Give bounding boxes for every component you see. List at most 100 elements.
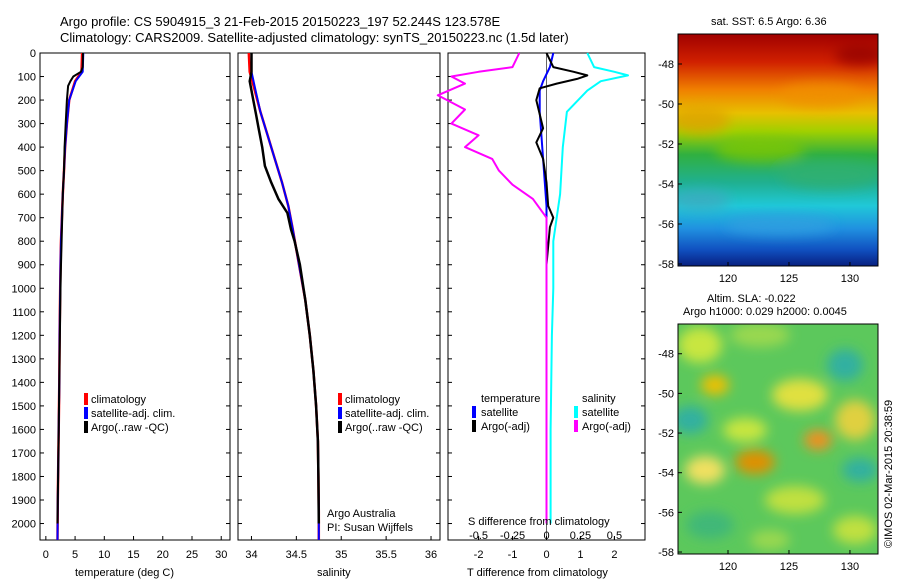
x-tick-label: 30 bbox=[215, 549, 227, 561]
note-pi: PI: Susan Wijffels bbox=[327, 522, 413, 534]
temperature-lines bbox=[56, 52, 85, 541]
s-difference-label: S difference from climatology bbox=[468, 516, 610, 528]
legend-swatch-climatology bbox=[84, 393, 88, 405]
lat-tick-label: -50 bbox=[658, 388, 674, 400]
x-tick-label: 0 bbox=[543, 549, 549, 561]
salinity-xlabel: salinity bbox=[317, 567, 351, 579]
x-tick-label: 10 bbox=[98, 549, 110, 561]
lon-tick-label: 120 bbox=[719, 561, 737, 573]
series-line-argo-raw-qc- bbox=[56, 52, 84, 524]
sst-map-frame bbox=[677, 33, 879, 267]
sla-map-axes: -48 -50 -52 -54 -56 -58 120 125 130 bbox=[658, 349, 859, 573]
x-tick-label: 1 bbox=[577, 549, 583, 561]
temperature-panel bbox=[39, 52, 231, 541]
difference-legend: temperature salinity satellite Argo(-adj… bbox=[472, 393, 631, 433]
depth-tick-label: 400 bbox=[18, 142, 36, 154]
depth-tick-label: 1200 bbox=[12, 330, 36, 342]
sst-map-axes: -48 -50 -52 -54 -56 -58 120 125 130 bbox=[658, 59, 859, 285]
note-argo-australia: Argo Australia bbox=[327, 508, 396, 520]
legend-swatch-argo bbox=[338, 421, 342, 433]
salinity-legend: climatology satellite-adj. clim. Argo(..… bbox=[327, 393, 429, 534]
depth-tick-label: 0 bbox=[30, 48, 36, 60]
depth-tick-label: 1000 bbox=[12, 283, 36, 295]
depth-tick-label: 1800 bbox=[12, 471, 36, 483]
depth-tick-label: 800 bbox=[18, 236, 36, 248]
salinity-panel bbox=[237, 52, 441, 541]
legend-swatch-sal-satellite bbox=[574, 406, 578, 418]
depth-tick-label: 1600 bbox=[12, 424, 36, 436]
series-line-salinity-satellite bbox=[549, 52, 629, 524]
sst-map bbox=[678, 34, 878, 266]
series-line-argo-raw-qc- bbox=[248, 53, 321, 524]
depth-axis: 0 100 200 300 400 500 600 700 800 900 1000 1100 1200… bbox=[12, 48, 645, 531]
legend-label: satellite-adj. clim. bbox=[91, 408, 175, 420]
x-tick-label: -0.25 bbox=[500, 530, 525, 542]
sst-map-title: sat. SST: 6.5 Argo: 6.36 bbox=[711, 16, 827, 28]
lat-tick-label: -54 bbox=[658, 468, 674, 480]
legend-temp-title: temperature bbox=[481, 393, 540, 405]
series-line-satellite-adj-clim- bbox=[250, 53, 320, 540]
depth-tick-label: 1900 bbox=[12, 495, 36, 507]
x-tick-label: 25 bbox=[186, 549, 198, 561]
legend-label: Argo(-adj) bbox=[481, 421, 530, 433]
depth-tick-label: 200 bbox=[18, 95, 36, 107]
lat-tick-label: -58 bbox=[658, 547, 674, 559]
legend-swatch-satellite bbox=[338, 407, 342, 419]
depth-tick-label: 300 bbox=[18, 119, 36, 131]
x-tick-label: 0 bbox=[43, 549, 49, 561]
depth-tick-label: 1300 bbox=[12, 354, 36, 366]
x-tick-label: 5 bbox=[72, 549, 78, 561]
legend-swatch-satellite bbox=[84, 407, 88, 419]
x-tick-label: -2 bbox=[474, 549, 484, 561]
depth-tick-label: 1500 bbox=[12, 401, 36, 413]
legend-label: Argo(-adj) bbox=[582, 421, 631, 433]
sla-title-1: Altim. SLA: -0.022 bbox=[707, 293, 796, 305]
legend-swatch-temp-argo bbox=[472, 420, 476, 432]
legend-label: satellite bbox=[481, 407, 518, 419]
difference-xlabel: T difference from climatology bbox=[467, 567, 608, 579]
lat-tick-label: -52 bbox=[658, 139, 674, 151]
x-tick-label: 0.5 bbox=[607, 530, 622, 542]
x-tick-label: 35.5 bbox=[375, 549, 396, 561]
lat-tick-label: -52 bbox=[658, 428, 674, 440]
legend-label: satellite-adj. clim. bbox=[345, 408, 429, 420]
title-line-2: Climatology: CARS2009. Satellite-adjuste… bbox=[60, 30, 569, 45]
sla-map bbox=[678, 324, 878, 554]
legend-label: climatology bbox=[345, 394, 401, 406]
lon-tick-label: 130 bbox=[841, 273, 859, 285]
x-tick-label: 20 bbox=[157, 549, 169, 561]
salinity-x-axis: 34 34.5 35 35.5 36 bbox=[245, 536, 437, 561]
lon-tick-label: 120 bbox=[719, 273, 737, 285]
depth-tick-label: 700 bbox=[18, 213, 36, 225]
legend-label: Argo(..raw -QC) bbox=[345, 422, 423, 434]
lon-tick-label: 130 bbox=[841, 561, 859, 573]
temperature-xlabel: temperature (deg C) bbox=[75, 567, 174, 579]
lat-tick-label: -48 bbox=[658, 349, 674, 361]
x-tick-label: 2 bbox=[611, 549, 617, 561]
legend-sal-title: salinity bbox=[582, 393, 616, 405]
lat-tick-label: -50 bbox=[658, 99, 674, 111]
depth-tick-label: 100 bbox=[18, 72, 36, 84]
series-line-salinity-argo-adj- bbox=[436, 52, 548, 524]
x-tick-label: 0.25 bbox=[570, 530, 591, 542]
depth-tick-label: 1400 bbox=[12, 377, 36, 389]
temperature-legend: climatology satellite-adj. clim. Argo(..… bbox=[84, 393, 175, 434]
lon-tick-label: 125 bbox=[780, 273, 798, 285]
lat-tick-label: -56 bbox=[658, 219, 674, 231]
x-tick-label: -0.5 bbox=[469, 530, 488, 542]
lat-tick-label: -54 bbox=[658, 179, 674, 191]
x-tick-label: 35 bbox=[335, 549, 347, 561]
depth-tick-label: 600 bbox=[18, 189, 36, 201]
x-tick-label: 34 bbox=[245, 549, 257, 561]
difference-lines bbox=[436, 52, 629, 524]
salinity-lines bbox=[247, 52, 321, 540]
legend-swatch-sal-argo bbox=[574, 420, 578, 432]
legend-swatch-temp-satellite bbox=[472, 406, 476, 418]
sla-title-2: Argo h1000: 0.029 h2000: 0.0045 bbox=[683, 306, 847, 318]
x-tick-label: 36 bbox=[425, 549, 437, 561]
x-tick-label: 34.5 bbox=[286, 549, 307, 561]
legend-swatch-argo bbox=[84, 421, 88, 433]
lat-tick-label: -58 bbox=[658, 259, 674, 271]
depth-tick-label: 1100 bbox=[12, 307, 36, 319]
